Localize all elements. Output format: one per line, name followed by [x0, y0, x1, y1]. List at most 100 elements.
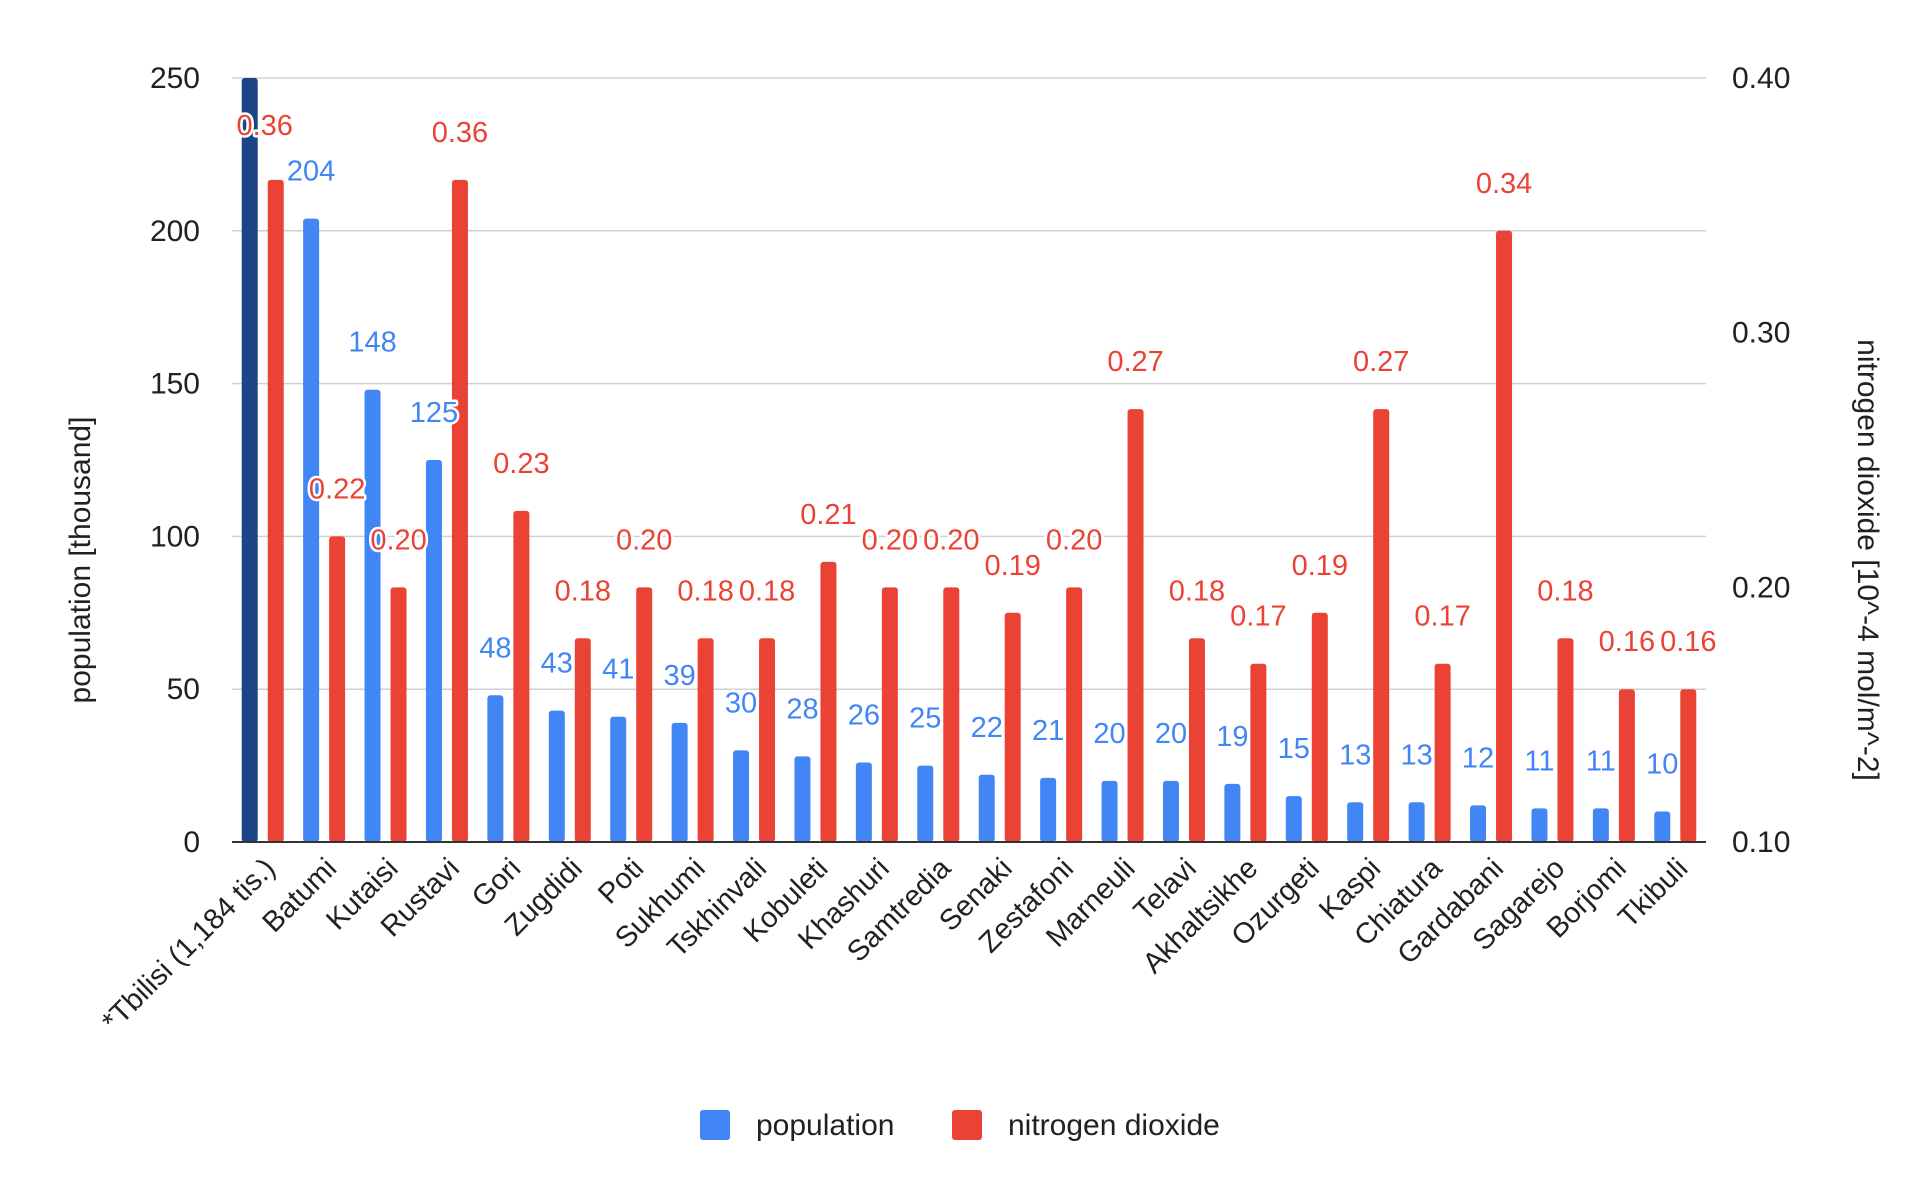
data-label-nitrogen-dioxide: 0.19: [984, 550, 1040, 582]
y-tick-label-right: 0.10: [1732, 826, 1790, 859]
axis-ticks: 0 50 100 150 200 250 0.10 0.20 0.30 0.40: [150, 62, 1790, 859]
data-label-nitrogen-dioxide: 0.36: [432, 117, 488, 149]
data-label-nitrogen-dioxide: 0.19: [1292, 550, 1348, 582]
bar-nitrogen-dioxide: [1557, 638, 1574, 842]
bar-nitrogen-dioxide: [513, 510, 530, 842]
y-tick-label-left: 250: [150, 62, 200, 95]
bar-population: [1654, 811, 1671, 842]
y-tick-label-right: 0.40: [1732, 62, 1790, 95]
y-axis-title-right: nitrogen dioxide [10^-4 mol/m^-2]: [1851, 339, 1884, 781]
data-label-nitrogen-dioxide: 0.18: [739, 575, 795, 607]
grid-lines: [232, 77, 1706, 690]
y-tick-label-right: 0.30: [1732, 317, 1790, 350]
data-label-nitrogen-dioxide: 0.23: [493, 448, 549, 480]
data-label-nitrogen-dioxide: 0.20: [1046, 524, 1102, 556]
data-label-population: 20: [1093, 718, 1125, 750]
data-label-population: 20: [1155, 718, 1187, 750]
bar-nitrogen-dioxide: [1188, 638, 1205, 842]
bar-nitrogen-dioxide: [574, 638, 591, 842]
data-label-population: 204: [287, 156, 335, 188]
data-label-population: 13: [1400, 739, 1432, 771]
legend-swatch: [700, 1110, 730, 1140]
data-labels: 0.36 204 0.22 148 0.20 125 0.36 48 0.23 43 0.18 41 0…: [234, 108, 1719, 783]
bar-nitrogen-dioxide: [1373, 409, 1390, 842]
data-label-nitrogen-dioxide: 0.20: [862, 524, 918, 556]
data-label-nitrogen-dioxide: 0.20: [616, 524, 672, 556]
data-label-nitrogen-dioxide: 0.17: [1414, 601, 1470, 633]
data-label-nitrogen-dioxide: 0.27: [1107, 346, 1163, 378]
data-label-nitrogen-dioxide: 0.27: [1353, 346, 1409, 378]
data-label-nitrogen-dioxide: 0.18: [555, 575, 611, 607]
data-label-population: 148: [348, 327, 396, 359]
data-label-nitrogen-dioxide: 0.34: [1476, 168, 1532, 200]
legend-label: population: [756, 1109, 894, 1142]
bar-population: [1347, 802, 1364, 842]
bar-population: [487, 695, 504, 842]
legend-swatch: [952, 1110, 982, 1140]
data-label-nitrogen-dioxide: 0.22: [309, 473, 365, 505]
bar-nitrogen-dioxide: [451, 179, 468, 842]
data-label-nitrogen-dioxide: 0.20: [370, 524, 426, 556]
data-label-population: 26: [848, 700, 880, 732]
data-label-population: 25: [909, 703, 941, 735]
bar-population: [364, 389, 381, 842]
bar-population: [1408, 802, 1425, 842]
bar-population: [978, 774, 995, 842]
bar-population: [1592, 808, 1609, 842]
data-label-population: 15: [1278, 733, 1310, 765]
legend: population nitrogen dioxide: [700, 1109, 1220, 1142]
bar-population: [733, 750, 750, 842]
bar-population: [1162, 780, 1179, 842]
bar-population: [855, 762, 872, 842]
bar-nitrogen-dioxide: [697, 638, 714, 842]
bar-nitrogen-dioxide: [1434, 663, 1451, 842]
data-label-population: 19: [1216, 721, 1248, 753]
y-tick-label-right: 0.20: [1732, 571, 1790, 604]
bar-population: [1531, 808, 1548, 842]
data-label-population: 11: [1586, 745, 1616, 777]
y-tick-label-left: 100: [150, 520, 200, 553]
category-label: Tkibuli: [1612, 852, 1694, 934]
bar-nitrogen-dioxide: [267, 179, 284, 842]
data-label-population: 43: [541, 648, 573, 680]
data-label-nitrogen-dioxide: 0.20: [923, 524, 979, 556]
bar-population: [241, 78, 258, 842]
bar-population: [1470, 805, 1487, 842]
bar-population: [1285, 796, 1302, 842]
data-label-nitrogen-dioxide: 0.18: [677, 575, 733, 607]
bar-nitrogen-dioxide: [1250, 663, 1267, 842]
bar-nitrogen-dioxide: [329, 536, 346, 842]
category-label: *Tbilisi (1,184 tis.): [96, 852, 282, 1038]
data-label-nitrogen-dioxide: 0.21: [800, 499, 856, 531]
data-label-nitrogen-dioxide: 0.16: [1660, 626, 1716, 658]
data-label-nitrogen-dioxide: 0.18: [1169, 575, 1225, 607]
bar-nitrogen-dioxide: [1127, 409, 1144, 842]
bars: [241, 78, 1697, 843]
bar-nitrogen-dioxide: [881, 587, 898, 842]
bar-nitrogen-dioxide: [636, 587, 653, 842]
data-label-population: 125: [410, 397, 458, 429]
bar-population: [425, 460, 442, 842]
bar-nitrogen-dioxide: [390, 587, 407, 842]
bar-population: [1101, 780, 1118, 842]
data-label-population: 22: [971, 712, 1003, 744]
bar-nitrogen-dioxide: [1311, 612, 1328, 842]
bar-nitrogen-dioxide: [759, 638, 776, 842]
bar-nitrogen-dioxide: [1496, 230, 1513, 843]
y-axis-title-left: population [thousand]: [64, 417, 97, 704]
bar-population: [794, 756, 811, 842]
y-tick-label-left: 200: [150, 215, 200, 248]
data-label-nitrogen-dioxide: 0.16: [1599, 626, 1655, 658]
data-label-nitrogen-dioxide: 0.17: [1230, 601, 1286, 633]
category-labels: *Tbilisi (1,184 tis.)BatumiKutaisiRustav…: [96, 852, 1694, 1038]
data-label-population: 21: [1032, 715, 1064, 747]
data-label-population: 39: [663, 660, 695, 692]
y-tick-label-left: 50: [167, 673, 200, 706]
y-tick-label-left: 0: [183, 826, 200, 859]
bar-nitrogen-dioxide: [820, 561, 837, 842]
data-label-nitrogen-dioxide: 0.36: [236, 110, 292, 142]
bar-population: [1040, 777, 1057, 842]
bar-population: [548, 710, 565, 842]
bar-population: [1224, 783, 1241, 842]
